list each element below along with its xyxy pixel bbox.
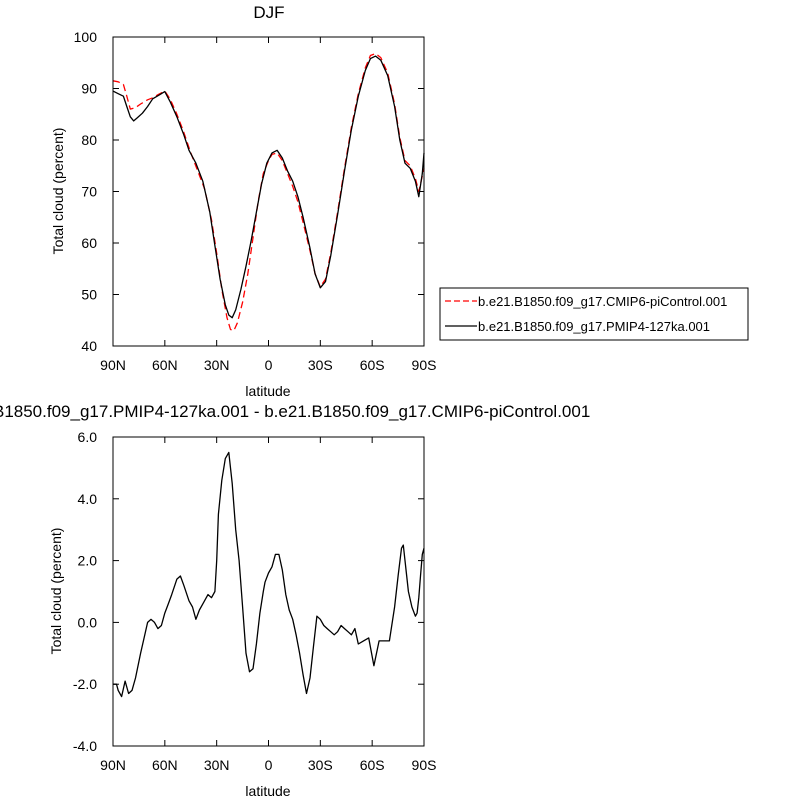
top-chart-ticks: 90N 60N 30N 0 30S 60S 90S 40 50 60 70 80 90 100 <box>74 29 437 373</box>
bottom-y-axis-label: Total cloud (percent) <box>48 528 64 655</box>
legend-label-127ka: b.e21.B1850.f09_g17.PMIP4-127ka.001 <box>478 319 710 334</box>
x-tick-label: 90N <box>100 757 126 773</box>
y-tick-label: -4.0 <box>73 738 97 754</box>
x-tick-label: 90S <box>412 757 437 773</box>
bottom-x-axis-label: latitude <box>245 783 290 799</box>
y-tick-label: 90 <box>81 81 97 97</box>
y-tick-label: 2.0 <box>78 553 98 569</box>
legend-box <box>439 287 749 341</box>
top-y-axis-label: Total cloud (percent) <box>50 128 66 255</box>
top-plot-frame <box>112 36 425 347</box>
bottom-chart-panel: b.e21.B1850.f09_g17.PMIP4-127ka.001 - b.… <box>0 402 590 799</box>
y-tick-label: 70 <box>81 184 97 200</box>
bottom-plot-frame <box>112 436 425 747</box>
bottom-chart-ticks: 90N 60N 30N 0 30S 60S 90S -4.0 -2.0 0.0 2.0 4.0 6.0 <box>73 429 437 773</box>
y-tick-label: 40 <box>81 338 97 354</box>
y-tick-label: 60 <box>81 235 97 251</box>
y-tick-label: 50 <box>81 287 97 303</box>
x-tick-label: 90S <box>412 357 437 373</box>
y-tick-label: 100 <box>74 29 98 45</box>
y-tick-label: 80 <box>81 132 97 148</box>
bottom-chart-series <box>113 451 425 698</box>
series-line-solid-1 <box>112 55 425 319</box>
top-chart-panel: DJF 90N 60N 30N 0 30S 60S 90S 40 50 60 70 80 90 100 l… <box>50 3 436 399</box>
x-tick-label: 60S <box>360 757 385 773</box>
x-tick-label: 0 <box>265 357 273 373</box>
legend: b.e21.B1850.f09_g17.CMIP6-piControl.001 … <box>439 287 749 341</box>
y-tick-label: 0.0 <box>78 614 98 630</box>
x-tick-label: 90N <box>100 357 126 373</box>
x-tick-label: 60N <box>152 357 178 373</box>
x-tick-label: 0 <box>265 757 273 773</box>
legend-label-control: b.e21.B1850.f09_g17.CMIP6-piControl.001 <box>478 294 727 309</box>
top-chart-title: DJF <box>253 3 284 22</box>
y-tick-label: -2.0 <box>73 676 97 692</box>
x-tick-label: 30N <box>204 757 230 773</box>
x-tick-label: 30S <box>308 757 333 773</box>
top-chart-series <box>112 52 425 332</box>
y-tick-label: 4.0 <box>78 491 98 507</box>
x-tick-label: 30S <box>308 357 333 373</box>
top-x-axis-label: latitude <box>245 383 290 399</box>
y-tick-label: 6.0 <box>78 429 98 445</box>
x-tick-label: 60N <box>152 757 178 773</box>
series-line-solid-0 <box>113 451 425 698</box>
x-tick-label: 60S <box>360 357 385 373</box>
x-tick-label: 30N <box>204 357 230 373</box>
bottom-chart-title: b.e21.B1850.f09_g17.PMIP4-127ka.001 - b.… <box>0 402 590 421</box>
